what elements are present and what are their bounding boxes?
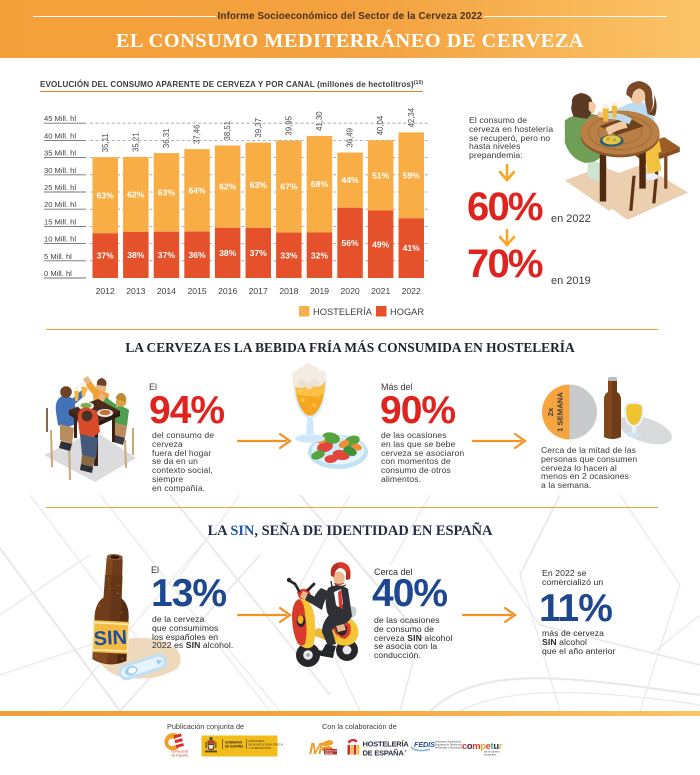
svg-text:68%: 68%	[311, 179, 329, 189]
svg-text:2014: 2014	[157, 286, 176, 296]
svg-text:HOGAR: HOGAR	[390, 307, 424, 317]
svg-text:40 Mill. hl: 40 Mill. hl	[44, 131, 76, 140]
svg-text:37%: 37%	[250, 248, 268, 258]
svg-text:63%: 63%	[158, 187, 176, 197]
svg-text:HOSTELERÍA: HOSTELERÍA	[363, 740, 410, 749]
svg-text:56%: 56%	[341, 238, 359, 248]
svg-text:67%: 67%	[280, 182, 298, 192]
svg-text:64%: 64%	[188, 185, 206, 195]
svg-text:37%: 37%	[158, 250, 176, 260]
svg-text:45 Mill. hl: 45 Mill. hl	[44, 114, 76, 123]
svg-text:España: España	[325, 752, 334, 755]
svg-text:Empresas de Distribución: Empresas de Distribución	[435, 743, 463, 746]
svg-text:2022: 2022	[402, 286, 421, 296]
svg-text:36,49: 36,49	[346, 128, 355, 148]
svg-text:DE ESPAÑA: DE ESPAÑA	[225, 744, 244, 749]
svg-text:HOSTELERÍA: HOSTELERÍA	[313, 307, 373, 317]
svg-text:35 Mill. hl: 35 Mill. hl	[44, 149, 76, 158]
svg-text:35,11: 35,11	[101, 133, 110, 152]
svg-text:de España: de España	[172, 754, 188, 758]
svg-text:37,46: 37,46	[193, 125, 202, 145]
svg-text:39,95: 39,95	[284, 115, 293, 135]
svg-text:42,34: 42,34	[407, 107, 416, 127]
svg-text:10 Mill. hl: 10 Mill. hl	[44, 235, 76, 244]
svg-text:FEDIS: FEDIS	[414, 740, 435, 749]
svg-text:25 Mill. hl: 25 Mill. hl	[44, 183, 76, 192]
svg-text:2021: 2021	[371, 286, 390, 296]
svg-text:por un turismo: por un turismo	[484, 751, 500, 754]
svg-text:Y ALIMENTACIÓN: Y ALIMENTACIÓN	[249, 745, 271, 750]
svg-text:2x: 2x	[546, 407, 555, 416]
svg-text:2016: 2016	[218, 286, 237, 296]
svg-text:39,37: 39,37	[254, 118, 263, 138]
svg-text:63%: 63%	[97, 190, 115, 200]
svg-text:33%: 33%	[280, 250, 298, 260]
svg-text:2012: 2012	[96, 286, 115, 296]
svg-text:51%: 51%	[372, 170, 390, 180]
svg-text:Cerveceros: Cerveceros	[171, 750, 189, 754]
svg-text:20 Mill. hl: 20 Mill. hl	[44, 200, 76, 209]
svg-text:5 Mill. hl: 5 Mill. hl	[44, 252, 72, 261]
svg-text:DE AGRICULTURA, PESCA: DE AGRICULTURA, PESCA	[249, 743, 283, 747]
svg-text:Federación Española de: Federación Española de	[435, 741, 462, 744]
svg-text:62%: 62%	[127, 189, 145, 199]
svg-text:37%: 37%	[97, 251, 115, 261]
svg-text:DE ESPAÑA *: DE ESPAÑA *	[363, 749, 407, 758]
svg-text:63%: 63%	[250, 180, 268, 190]
svg-text:30 Mill. hl: 30 Mill. hl	[44, 166, 76, 175]
svg-text:38%: 38%	[127, 250, 145, 260]
svg-text:de Bebidas y Alimentación: de Bebidas y Alimentación	[435, 746, 464, 749]
svg-text:Malteros de: Malteros de	[325, 750, 338, 753]
svg-text:2013: 2013	[126, 286, 145, 296]
svg-text:competur: competur	[462, 740, 503, 751]
svg-text:2019: 2019	[310, 286, 329, 296]
svg-text:2018: 2018	[279, 286, 298, 296]
svg-text:40,04: 40,04	[376, 115, 385, 135]
svg-text:38%: 38%	[219, 248, 237, 258]
svg-text:SIN: SIN	[93, 627, 127, 651]
svg-text:36,31: 36,31	[162, 129, 171, 149]
svg-text:1 SEMANA: 1 SEMANA	[556, 392, 565, 432]
svg-text:M: M	[309, 741, 323, 758]
svg-text:competitivo: competitivo	[484, 753, 497, 756]
svg-text:44%: 44%	[341, 175, 359, 185]
svg-text:15 Mill. hl: 15 Mill. hl	[44, 217, 76, 226]
svg-text:GOBIERNO: GOBIERNO	[225, 741, 243, 745]
svg-text:2020: 2020	[341, 286, 360, 296]
svg-text:MINISTERIO: MINISTERIO	[249, 739, 265, 743]
svg-text:41,30: 41,30	[315, 111, 324, 131]
svg-text:38,51: 38,51	[223, 121, 232, 141]
svg-text:41%: 41%	[403, 243, 421, 253]
svg-text:62%: 62%	[219, 182, 237, 192]
svg-text:59%: 59%	[403, 170, 421, 180]
svg-text:35,21: 35,21	[131, 132, 140, 152]
svg-text:2017: 2017	[249, 286, 268, 296]
svg-text:32%: 32%	[311, 250, 329, 260]
svg-text:2015: 2015	[188, 286, 207, 296]
svg-text:0 Mill. hl: 0 Mill. hl	[44, 269, 72, 278]
svg-text:49%: 49%	[372, 239, 390, 249]
svg-text:36%: 36%	[188, 250, 206, 260]
